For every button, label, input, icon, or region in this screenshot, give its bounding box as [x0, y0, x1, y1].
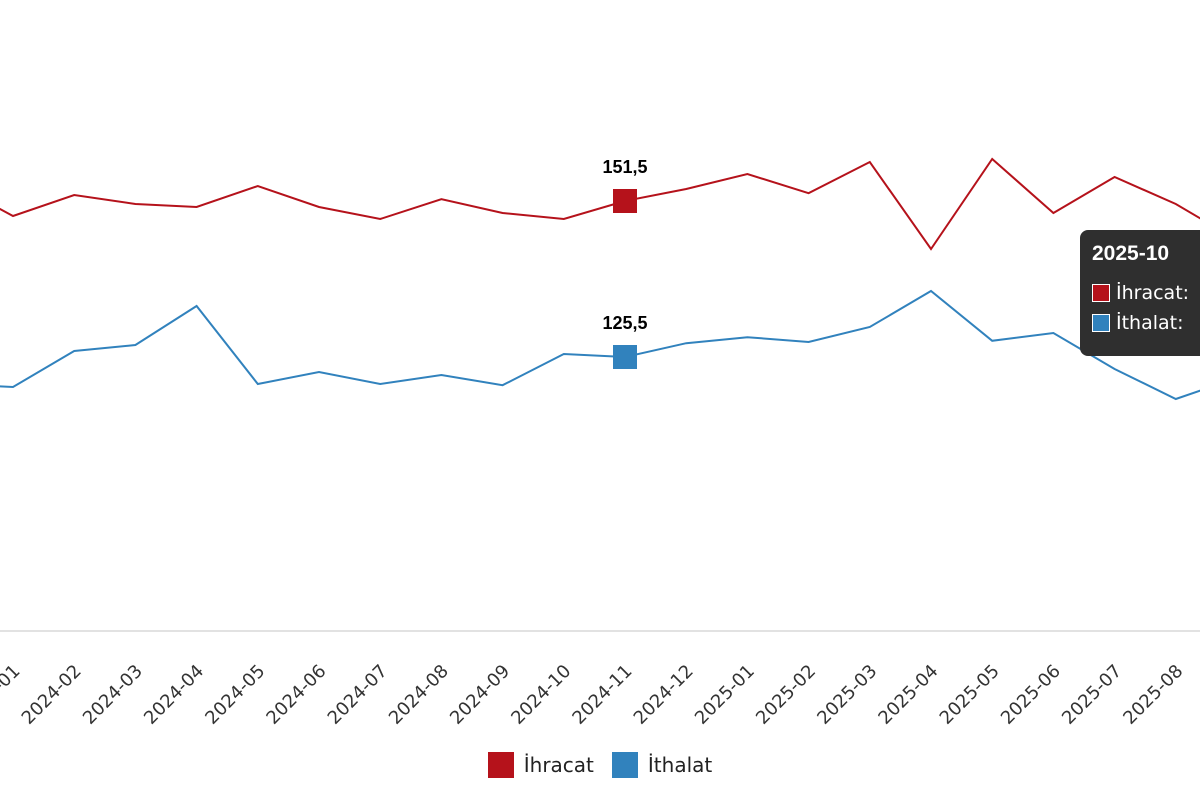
data-label-ihracat: 151,5 [602, 157, 647, 177]
x-tick-label: 2025-06 [997, 661, 1065, 729]
legend-label-ithalat: İthalat [647, 753, 713, 777]
legend-swatch-ithalat [611, 752, 638, 778]
x-tick-label: 2025-01 [691, 661, 759, 729]
x-tick-label: 2024-09 [446, 661, 514, 729]
legend-item-ithalat[interactable]: İthalat [611, 752, 713, 778]
tooltip-row-ihracat: İhracat: [1092, 278, 1200, 308]
x-tick-label: 2025-02 [752, 661, 820, 729]
highlight-marker-ithalat[interactable] [613, 345, 637, 369]
legend: İhracat İthalat [0, 752, 1200, 778]
tooltip-row-ithalat: İthalat: [1092, 308, 1200, 338]
x-tick-label: 2025-04 [874, 661, 942, 729]
x-tick-label: 2024-07 [324, 661, 392, 729]
x-tick-label: 2025-07 [1058, 661, 1126, 729]
x-tick-label: 2024-03 [79, 661, 147, 729]
legend-item-ihracat[interactable]: İhracat [487, 752, 594, 778]
tooltip-label-ihracat: İhracat: [1116, 282, 1190, 304]
series-layer [0, 157, 1200, 401]
x-tick-label: 2025-05 [936, 661, 1004, 729]
legend-swatch-ihracat [487, 752, 514, 778]
tooltip-label-ithalat: İthalat: [1116, 312, 1184, 334]
x-tick-label: 2024-05 [201, 661, 269, 729]
x-tick-label: 2024-06 [262, 661, 330, 729]
hover-tooltip: 2025-10 İhracat: İthalat: [1080, 230, 1200, 356]
highlight-marker-ihracat[interactable] [613, 189, 637, 213]
x-tick-label: 2024-11 [568, 661, 636, 729]
x-tick-labels: 4-012024-022024-032024-042024-052024-062… [0, 661, 1187, 729]
x-tick-label: 2025-08 [1119, 661, 1187, 729]
data-label-ithalat: 125,5 [602, 313, 647, 333]
x-tick-label: 2024-02 [18, 661, 86, 729]
data-labels: 151,5 125,5 [602, 157, 647, 333]
x-tick-label: 2024-12 [630, 661, 698, 729]
legend-label-ihracat: İhracat [523, 753, 594, 777]
x-tick-label: 2024-10 [507, 661, 575, 729]
series-line-ihracat [0, 157, 1200, 251]
tooltip-title: 2025-10 [1092, 242, 1170, 265]
tooltip-swatch-ihracat [1092, 284, 1110, 302]
x-tick-label: 4-01 [0, 661, 25, 705]
x-tick-label: 2025-03 [813, 661, 881, 729]
tooltip-swatch-ithalat [1092, 314, 1110, 332]
x-tick-label: 2024-08 [385, 661, 453, 729]
series-line-ithalat [0, 289, 1200, 401]
x-tick-label: 2024-04 [140, 661, 208, 729]
